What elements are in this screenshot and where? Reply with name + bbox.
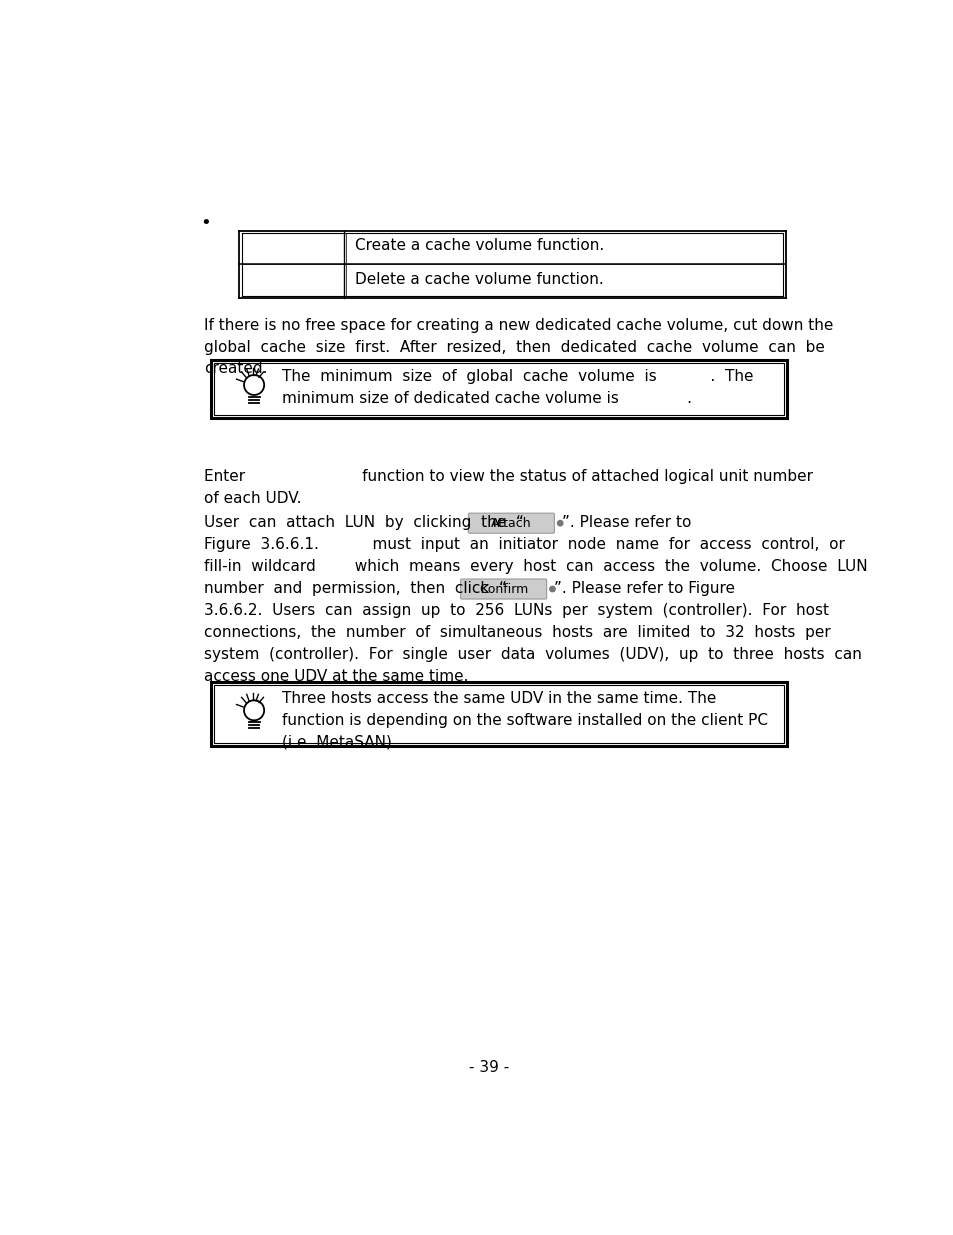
Text: Create a cache volume function.: Create a cache volume function. bbox=[355, 238, 603, 253]
Text: of each UDV.: of each UDV. bbox=[204, 492, 302, 506]
Text: Attach: Attach bbox=[491, 516, 531, 530]
Text: created.: created. bbox=[204, 362, 268, 377]
Text: access one UDV at the same time.: access one UDV at the same time. bbox=[204, 669, 469, 684]
Text: ”. Please refer to: ”. Please refer to bbox=[561, 515, 690, 531]
Text: ”. Please refer to Figure: ”. Please refer to Figure bbox=[554, 582, 734, 597]
Text: system  (controller).  For  single  user  data  volumes  (UDV),  up  to  three  : system (controller). For single user dat… bbox=[204, 647, 862, 662]
Text: Delete a cache volume function.: Delete a cache volume function. bbox=[355, 272, 603, 288]
FancyBboxPatch shape bbox=[460, 579, 546, 599]
Text: 3.6.6.2.  Users  can  assign  up  to  256  LUNs  per  system  (controller).  For: 3.6.6.2. Users can assign up to 256 LUNs… bbox=[204, 603, 828, 619]
Text: connections,  the  number  of  simultaneous  hosts  are  limited  to  32  hosts : connections, the number of simultaneous … bbox=[204, 625, 830, 640]
Text: Figure  3.6.6.1.           must  input  an  initiator  node  name  for  access  : Figure 3.6.6.1. must input an initiator … bbox=[204, 537, 844, 552]
FancyBboxPatch shape bbox=[468, 514, 554, 534]
Text: number  and  permission,  then  click  “: number and permission, then click “ bbox=[204, 582, 507, 597]
Text: (i.e. MetaSAN).: (i.e. MetaSAN). bbox=[282, 735, 396, 750]
Text: - 39 -: - 39 - bbox=[468, 1060, 509, 1074]
Circle shape bbox=[549, 587, 555, 592]
Text: The  minimum  size  of  global  cache  volume  is           .  The: The minimum size of global cache volume … bbox=[282, 369, 753, 384]
Text: If there is no free space for creating a new dedicated cache volume, cut down th: If there is no free space for creating a… bbox=[204, 317, 833, 332]
Text: global  cache  size  first.  After  resized,  then  dedicated  cache  volume  ca: global cache size first. After resized, … bbox=[204, 340, 824, 354]
Text: User  can  attach  LUN  by  clicking  the  “: User can attach LUN by clicking the “ bbox=[204, 515, 524, 531]
Text: Three hosts access the same UDV in the same time. The: Three hosts access the same UDV in the s… bbox=[282, 692, 716, 706]
Text: •: • bbox=[200, 214, 212, 232]
Circle shape bbox=[557, 520, 562, 526]
Text: function is depending on the software installed on the client PC: function is depending on the software in… bbox=[282, 713, 767, 727]
Text: Confirm: Confirm bbox=[478, 583, 528, 595]
Text: fill-in  wildcard        which  means  every  host  can  access  the  volume.  C: fill-in wildcard which means every host … bbox=[204, 559, 867, 574]
Text: Enter                        function to view the status of attached logical uni: Enter function to view the status of att… bbox=[204, 469, 813, 484]
Text: minimum size of dedicated cache volume is              .: minimum size of dedicated cache volume i… bbox=[282, 391, 691, 406]
